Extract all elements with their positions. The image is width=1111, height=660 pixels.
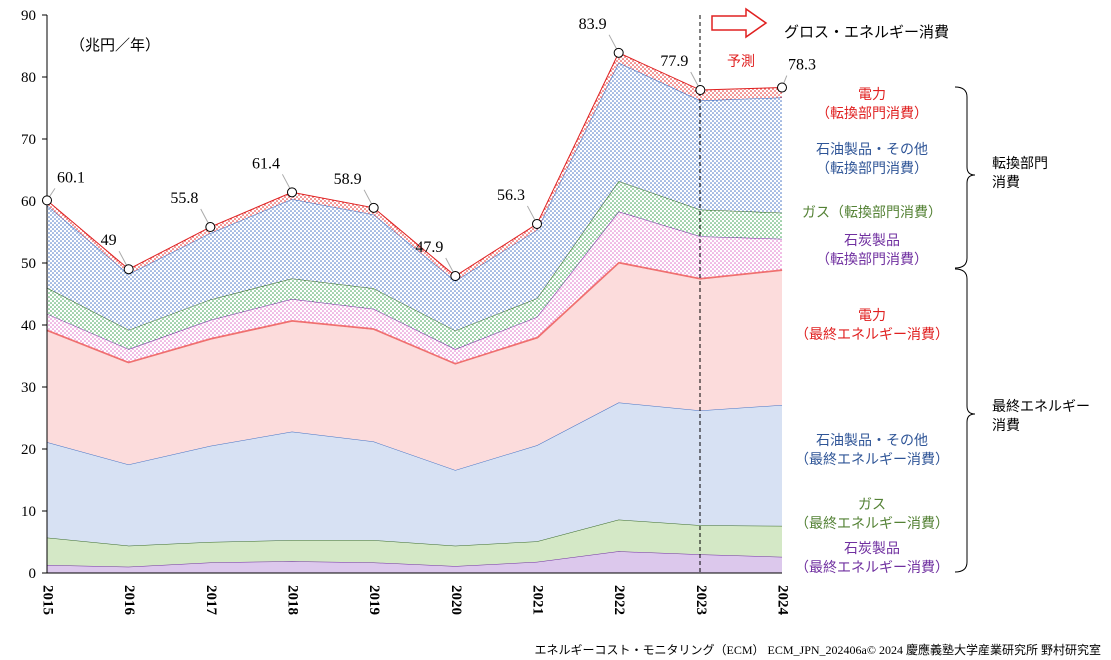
x-tick-label: 2020 (448, 585, 464, 615)
area (47, 402, 782, 546)
total-label: 77.9 (660, 53, 688, 70)
x-tick-label: 2022 (611, 585, 627, 615)
series-line (46, 52, 783, 277)
x-tick-label: 2021 (530, 585, 546, 615)
total-marker (42, 195, 52, 206)
unit-title: （兆円／年） (70, 37, 160, 54)
total-label: 56.3 (497, 187, 525, 204)
group-label: 最終エネルギー 消費 (992, 400, 1090, 434)
total-marker (205, 222, 216, 233)
area (47, 52, 782, 281)
total-label: 58.9 (334, 171, 362, 188)
x-tick-label: 2023 (693, 585, 709, 615)
legend-label: 石炭製品 （最終エネルギー消費） (795, 542, 949, 576)
footer: エネルギーコスト・モニタリング（ECM） ECM_JPN_202406a© 20… (535, 642, 1101, 657)
legend-label: 石油製品・その他 （転換部門消費） (816, 143, 928, 177)
total-marker (123, 264, 134, 275)
area (47, 261, 782, 471)
total-label: 61.4 (252, 155, 280, 172)
x-tick-label: 2018 (285, 585, 301, 615)
total-label: 83.9 (579, 16, 607, 33)
x-tick-label: 2015 (40, 585, 56, 615)
forecast-arrow (711, 7, 768, 39)
y-tick-label: 90 (21, 8, 36, 24)
x-tick-label: 2016 (121, 585, 137, 616)
total-marker (287, 187, 297, 198)
y-tick-label: 20 (21, 442, 36, 458)
group-label: 転換部門 消費 (992, 157, 1048, 191)
y-tick-label: 70 (21, 132, 36, 148)
legend-label: 電力 （転換部門消費） (816, 88, 928, 122)
y-tick-label: 80 (21, 70, 36, 86)
y-tick-label: 0 (29, 566, 37, 582)
x-tick-label: 2019 (366, 585, 382, 615)
y-tick-label: 30 (21, 380, 36, 396)
y-tick-label: 10 (21, 504, 36, 520)
y-tick-label: 40 (21, 318, 36, 334)
total-label: 55.8 (170, 190, 198, 207)
legend-label: 石油製品・その他 （最終エネルギー消費） (795, 434, 949, 468)
forecast-label: 予測 (727, 54, 755, 70)
area (47, 211, 782, 363)
total-label: 60.1 (57, 169, 85, 186)
area (47, 181, 782, 350)
total-label: 49 (101, 232, 117, 249)
x-tick-label: 2017 (203, 585, 219, 616)
legend-label: ガス（転換部門消費） (802, 206, 942, 221)
x-tick-label: 2024 (775, 585, 791, 616)
brace (954, 86, 976, 269)
area (47, 62, 782, 331)
total-marker (450, 271, 461, 282)
y-tick-label: 60 (21, 194, 36, 210)
total-label: グロス・エネルギー消費 (784, 24, 949, 41)
brace (954, 268, 976, 573)
legend-label: 石炭製品 （転換部門消費） (816, 234, 928, 268)
total-marker (368, 202, 379, 213)
total-marker (613, 47, 624, 58)
total-label: 78.3 (788, 57, 816, 74)
total-marker (777, 82, 787, 93)
y-tick-label: 50 (21, 256, 36, 272)
total-label: 47.9 (415, 239, 443, 256)
legend-label: ガス （最終エネルギー消費） (795, 498, 949, 532)
area (47, 551, 782, 573)
total-marker (695, 85, 706, 96)
total-marker (532, 218, 542, 229)
legend-label: 電力 （最終エネルギー消費） (795, 309, 949, 343)
